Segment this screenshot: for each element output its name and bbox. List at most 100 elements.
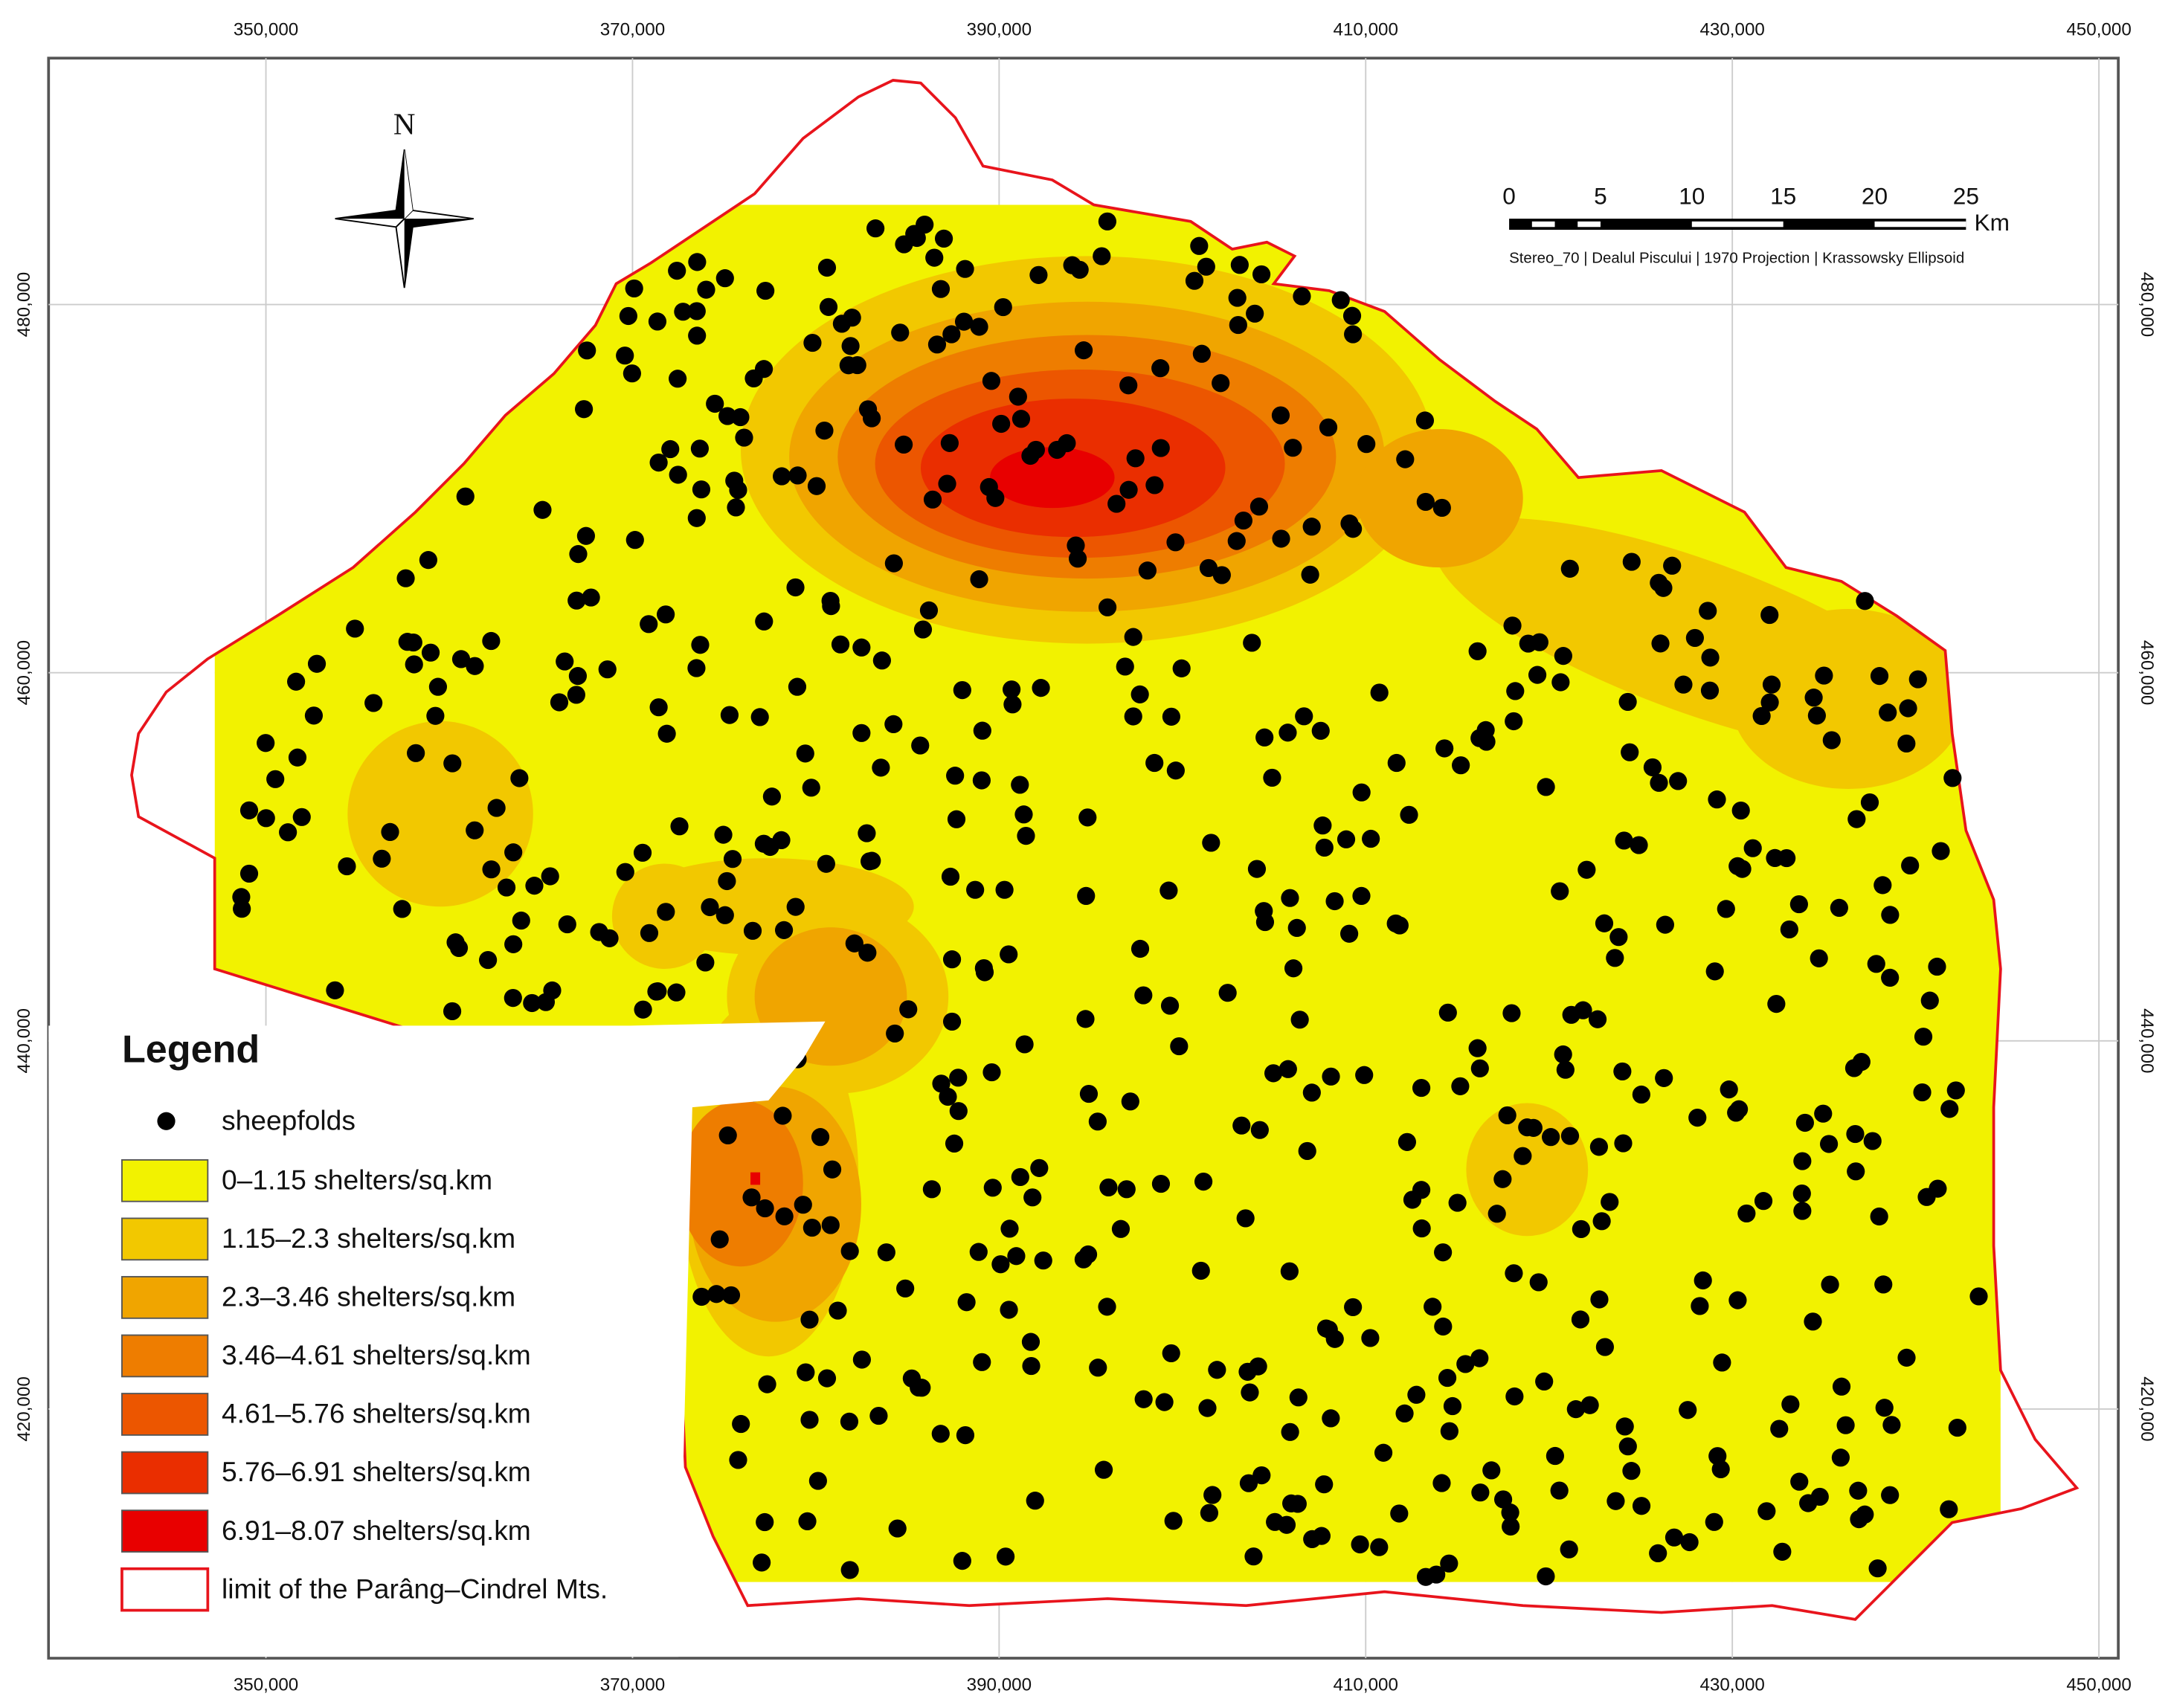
sheepfold	[1580, 1396, 1599, 1414]
sheepfold	[1456, 1355, 1475, 1373]
sheepfold	[1665, 1528, 1684, 1547]
sheepfold	[840, 1561, 859, 1579]
y-tick-label: 420,000	[2137, 1376, 2157, 1441]
sheepfold	[884, 554, 903, 573]
sheepfold	[1528, 666, 1547, 684]
sheepfold	[479, 950, 498, 970]
sheepfold	[807, 477, 826, 495]
sheepfold	[866, 219, 885, 238]
sheepfold	[941, 867, 960, 886]
sheepfold	[946, 767, 965, 785]
sheepfold	[266, 770, 285, 788]
sheepfold	[567, 591, 586, 610]
sheepfold	[1316, 1319, 1336, 1338]
sheepfold	[1537, 778, 1555, 796]
sheepfold	[1669, 772, 1688, 790]
sheepfold	[1403, 1190, 1422, 1209]
sheepfold	[405, 655, 423, 674]
sheepfold	[466, 657, 484, 675]
sheepfold	[1119, 376, 1138, 395]
sheepfold	[891, 323, 910, 342]
sheepfold	[669, 465, 687, 484]
legend-swatch	[121, 1451, 209, 1495]
sheepfold	[858, 944, 877, 962]
sheepfold	[1601, 1193, 1619, 1211]
sheepfold	[872, 758, 890, 777]
sheepfold	[1551, 882, 1569, 900]
sheepfold	[443, 754, 462, 773]
sheepfold	[1337, 830, 1356, 848]
sheepfold	[1754, 1192, 1773, 1211]
sheepfold	[852, 1350, 871, 1369]
sheepfold	[1554, 647, 1572, 666]
sheepfold	[1574, 1001, 1592, 1019]
sheepfold	[533, 500, 552, 519]
density-class	[990, 447, 1115, 509]
sheepfold	[1116, 657, 1134, 676]
legend-swatch	[121, 1509, 209, 1553]
y-tick-label: 440,000	[2137, 1008, 2157, 1073]
sheepfold	[939, 1087, 957, 1106]
sheepfold	[640, 615, 658, 634]
sheepfold	[1762, 675, 1781, 694]
sheepfold	[582, 588, 600, 607]
sheepfold	[982, 1063, 1001, 1082]
sheepfold	[1170, 1037, 1189, 1056]
sheepfold	[691, 636, 710, 654]
sheepfold	[954, 312, 974, 331]
sheepfold	[788, 466, 807, 485]
sheepfold	[916, 216, 934, 234]
sheepfold	[727, 498, 745, 517]
sheepfold	[1241, 1383, 1259, 1402]
sheepfold	[1250, 1121, 1269, 1139]
x-tick-label: 390,000	[967, 19, 1032, 39]
sheepfold	[1021, 1332, 1041, 1351]
sheepfold	[590, 923, 608, 941]
sheepfold	[922, 1180, 941, 1199]
sheepfold	[775, 1207, 794, 1225]
sheepfold	[1773, 1542, 1792, 1561]
sheepfold	[886, 1024, 904, 1043]
sheepfold	[1277, 1515, 1296, 1534]
sheepfold	[718, 871, 736, 891]
sheepfold	[1731, 801, 1750, 820]
legend-point	[157, 1112, 176, 1130]
sheepfold	[407, 744, 425, 762]
sheepfold	[1870, 667, 1889, 686]
sheepfold	[720, 706, 739, 724]
sheepfold	[1298, 1141, 1316, 1161]
sheepfold	[1194, 1173, 1213, 1191]
sheepfold	[1011, 1167, 1029, 1187]
sheepfold	[718, 407, 737, 425]
sheepfold	[872, 651, 891, 670]
sheepfold	[504, 988, 522, 1008]
legend-label: sheepfolds	[222, 1104, 356, 1135]
sheepfold	[1503, 616, 1522, 635]
sheepfold	[1621, 743, 1639, 761]
sheepfold	[1078, 1245, 1098, 1264]
sheepfold	[1093, 247, 1111, 265]
sheepfold	[1190, 236, 1209, 255]
sheepfold	[1505, 712, 1523, 731]
sheepfold	[1595, 1338, 1615, 1356]
sheepfold	[1799, 1494, 1818, 1512]
sheepfold	[934, 229, 953, 248]
sheepfold	[1815, 666, 1833, 685]
sheepfold	[396, 569, 415, 587]
sheepfold	[1654, 579, 1673, 597]
sheepfold	[1451, 1077, 1470, 1095]
sheepfold	[1529, 1273, 1548, 1292]
sheepfold	[1340, 924, 1359, 943]
sheepfold	[1279, 724, 1297, 742]
sheepfold	[1881, 1486, 1900, 1504]
sheepfold	[1311, 721, 1330, 740]
sheepfold	[1098, 1298, 1116, 1316]
sheepfold	[803, 1218, 821, 1237]
sheepfold	[512, 911, 530, 930]
sheepfold	[1717, 900, 1735, 918]
sheepfold	[1098, 598, 1117, 616]
sheepfold	[786, 578, 805, 597]
sheepfold	[884, 715, 903, 733]
sheepfold	[1609, 928, 1628, 947]
sheepfold	[1502, 1517, 1520, 1536]
